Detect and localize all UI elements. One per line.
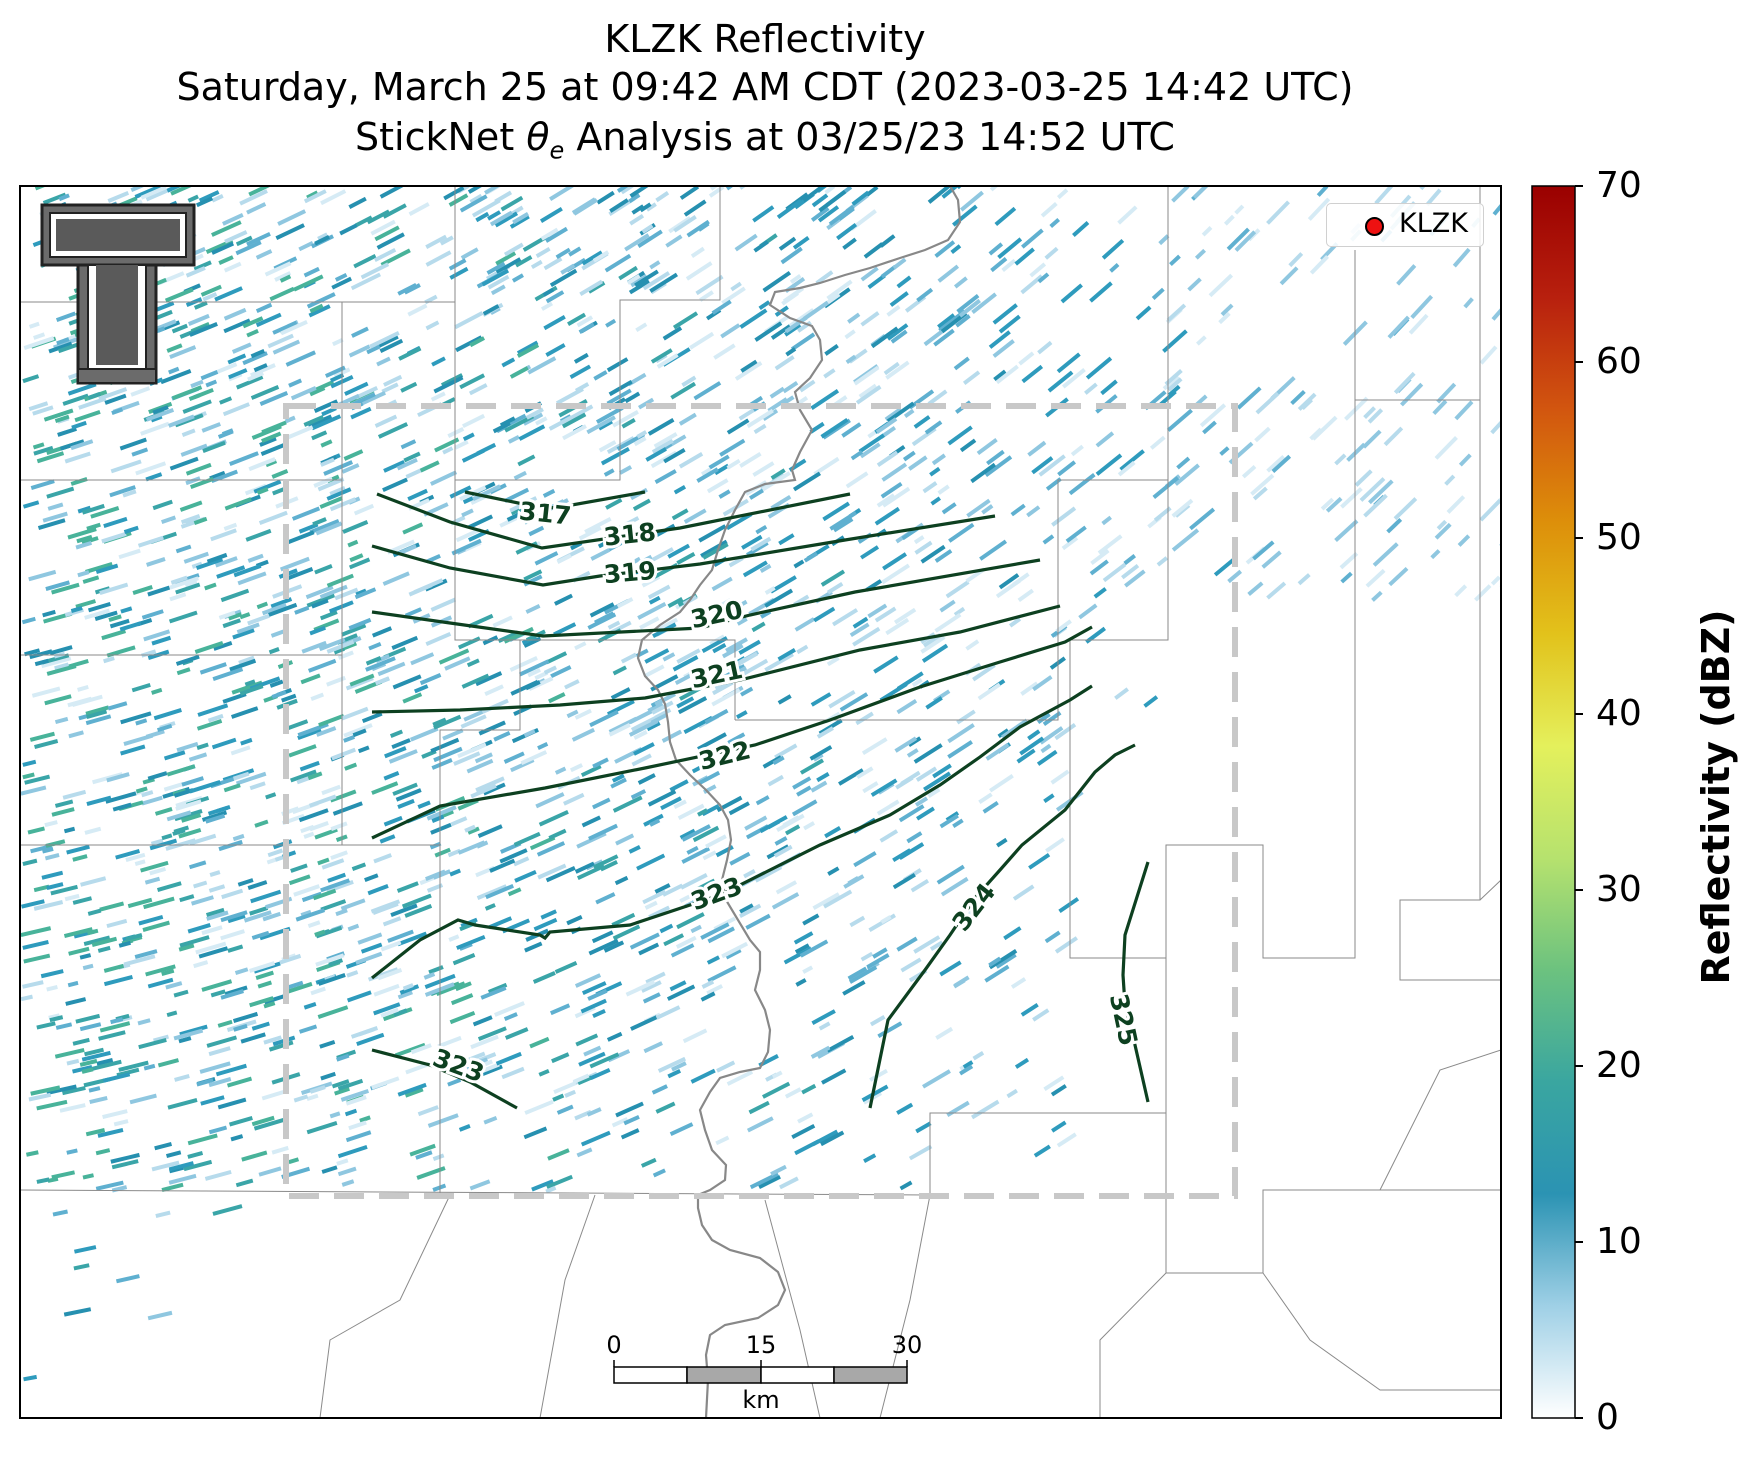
scale-bar [613,1360,908,1384]
theta-symbol: θ [526,115,550,159]
title-line-3-prefix: StickNet [355,115,527,159]
colorbar-tick-60: 60 [1596,341,1642,382]
contour-label-319: 319 [603,556,658,589]
theta-e-contours [371,490,1150,1110]
stickNet-domain-box [283,403,1238,1199]
colorbar-tick-10: 10 [1596,1221,1642,1262]
theta-subscript: e [549,136,565,165]
map-frame [19,185,1502,1419]
colorbar-tick-30: 30 [1596,869,1642,910]
scale-tick-15: 15 [745,1331,777,1359]
title-line-1: KLZK Reflectivity [604,17,926,61]
colorbar-tick-40: 40 [1596,693,1642,734]
colorbar-tick-0: 0 [1596,1397,1619,1438]
county-borders [20,186,1501,1418]
title-line-2: Saturday, March 25 at 09:42 AM CDT (2023… [176,65,1354,109]
colorbar [1531,185,1576,1419]
texas-tech-logo [40,203,196,385]
state-border-river [636,186,962,1418]
colorbar-tick-50: 50 [1596,517,1642,558]
legend-label: KLZK [1399,208,1468,239]
title-line-3-suffix: Analysis at 03/25/23 14:52 UTC [564,115,1175,159]
colorbar-tick-20: 20 [1596,1045,1642,1086]
contour-label-318: 318 [602,517,657,551]
legend: KLZK [1326,203,1484,247]
radar-echoes [20,186,1501,1382]
scale-tick-30: 30 [891,1331,923,1359]
scale-tick-0: 0 [606,1331,622,1359]
radar-site-marker [1365,217,1384,236]
contour-label-317: 317 [518,496,573,530]
title-line-3: StickNet θe Analysis at 03/25/23 14:52 U… [20,114,1510,174]
colorbar-label: Reflectivity (dBZ) [1694,609,1738,985]
scale-unit: km [742,1386,780,1414]
colorbar-tick-70: 70 [1596,165,1642,206]
